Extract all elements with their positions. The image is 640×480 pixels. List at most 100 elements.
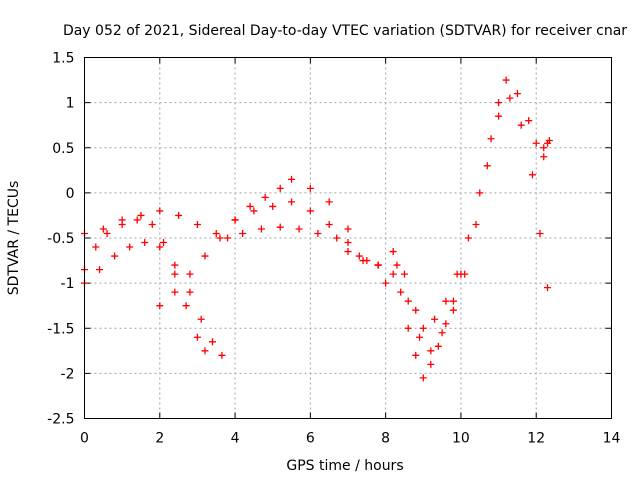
y-tick-label: -1.5 bbox=[47, 321, 74, 337]
data-point bbox=[175, 211, 183, 219]
data-point bbox=[382, 279, 390, 287]
data-point bbox=[442, 297, 450, 305]
data-point bbox=[344, 248, 352, 256]
data-point bbox=[400, 270, 408, 278]
data-point bbox=[133, 216, 141, 224]
data-point bbox=[438, 329, 446, 337]
data-point bbox=[186, 288, 194, 296]
data-point bbox=[544, 284, 552, 292]
data-point bbox=[495, 112, 503, 120]
data-point bbox=[171, 261, 179, 269]
data-point bbox=[434, 342, 442, 350]
data-point bbox=[216, 234, 224, 242]
y-tick-label: -2 bbox=[61, 366, 75, 382]
data-point bbox=[246, 202, 254, 210]
data-point bbox=[201, 252, 209, 260]
data-point bbox=[540, 144, 548, 152]
x-tick-label: 2 bbox=[155, 431, 164, 447]
data-point bbox=[156, 302, 164, 310]
x-tick-label: 12 bbox=[527, 431, 545, 447]
data-point bbox=[404, 324, 412, 332]
plot-frame bbox=[84, 57, 612, 419]
data-point bbox=[250, 207, 258, 215]
data-point bbox=[536, 229, 544, 237]
data-point bbox=[99, 225, 107, 233]
x-tick-label: 6 bbox=[306, 431, 315, 447]
data-point bbox=[148, 220, 156, 228]
data-point bbox=[517, 121, 525, 129]
series-arc-9 bbox=[393, 94, 552, 355]
data-point bbox=[193, 220, 201, 228]
chart-title: Day 052 of 2021, Sidereal Day-to-day VTE… bbox=[63, 23, 627, 39]
data-point bbox=[261, 193, 269, 201]
axes: 0 2 4 6 8 10 12 14 -2.5 -2 -1.5 -1 -0.5 0 0.5 1 1.5 bbox=[47, 51, 620, 447]
data-point bbox=[461, 270, 469, 278]
data-point bbox=[160, 239, 168, 247]
y-tick-label: -1 bbox=[61, 276, 75, 292]
data-point bbox=[288, 175, 296, 183]
grid bbox=[84, 57, 612, 419]
data-point bbox=[449, 297, 457, 305]
data-point bbox=[502, 76, 510, 84]
x-axis-label: GPS time / hours bbox=[286, 458, 403, 474]
data-point bbox=[513, 90, 521, 98]
x-tick-label: 4 bbox=[231, 431, 240, 447]
data-point bbox=[306, 184, 314, 192]
data-point bbox=[231, 216, 239, 224]
data-point bbox=[476, 189, 484, 197]
series-arc-10 bbox=[540, 137, 553, 152]
data-point bbox=[111, 252, 119, 260]
data-point bbox=[96, 266, 104, 274]
data-point bbox=[344, 239, 352, 247]
data-point bbox=[431, 315, 439, 323]
series-arc-6 bbox=[239, 223, 382, 269]
series-arc-2 bbox=[81, 239, 226, 359]
data-point bbox=[197, 315, 205, 323]
data-point bbox=[276, 223, 284, 231]
data-point bbox=[528, 171, 536, 179]
data-point bbox=[506, 94, 514, 102]
data-point bbox=[495, 99, 503, 107]
data-point bbox=[427, 347, 435, 355]
data-point bbox=[171, 270, 179, 278]
data-point bbox=[359, 257, 367, 265]
data-point bbox=[355, 252, 363, 260]
data-point bbox=[442, 320, 450, 328]
y-tick-label: 1.5 bbox=[52, 51, 74, 67]
data-point bbox=[126, 243, 134, 251]
data-point bbox=[156, 243, 164, 251]
data-point bbox=[171, 288, 179, 296]
data-point bbox=[397, 288, 405, 296]
x-tick-label: 14 bbox=[603, 431, 621, 447]
data-point bbox=[325, 198, 333, 206]
data-point bbox=[333, 234, 341, 242]
data-point bbox=[137, 211, 145, 219]
data-point bbox=[118, 216, 126, 224]
data-point bbox=[487, 135, 495, 143]
data-point bbox=[257, 225, 265, 233]
data-point bbox=[412, 306, 420, 314]
data-point bbox=[532, 139, 540, 147]
data-point bbox=[288, 198, 296, 206]
data-point bbox=[212, 229, 220, 237]
data-point bbox=[389, 248, 397, 256]
data-point bbox=[419, 324, 427, 332]
y-tick-label: 0.5 bbox=[52, 141, 74, 157]
data-point bbox=[325, 220, 333, 228]
series-arc-8 bbox=[389, 76, 548, 332]
data-point bbox=[269, 202, 277, 210]
y-tick-label: 1 bbox=[66, 96, 75, 112]
data-point bbox=[141, 239, 149, 247]
data-point bbox=[344, 225, 352, 233]
data-point bbox=[453, 270, 461, 278]
data-point bbox=[404, 297, 412, 305]
data-point bbox=[239, 229, 247, 237]
data-point bbox=[103, 229, 111, 237]
data-point bbox=[449, 306, 457, 314]
y-tick-label: -2.5 bbox=[47, 412, 74, 428]
data-point bbox=[525, 117, 533, 125]
series-arc-7 bbox=[374, 261, 465, 382]
data-point bbox=[483, 162, 491, 170]
x-tick-label: 10 bbox=[452, 431, 470, 447]
